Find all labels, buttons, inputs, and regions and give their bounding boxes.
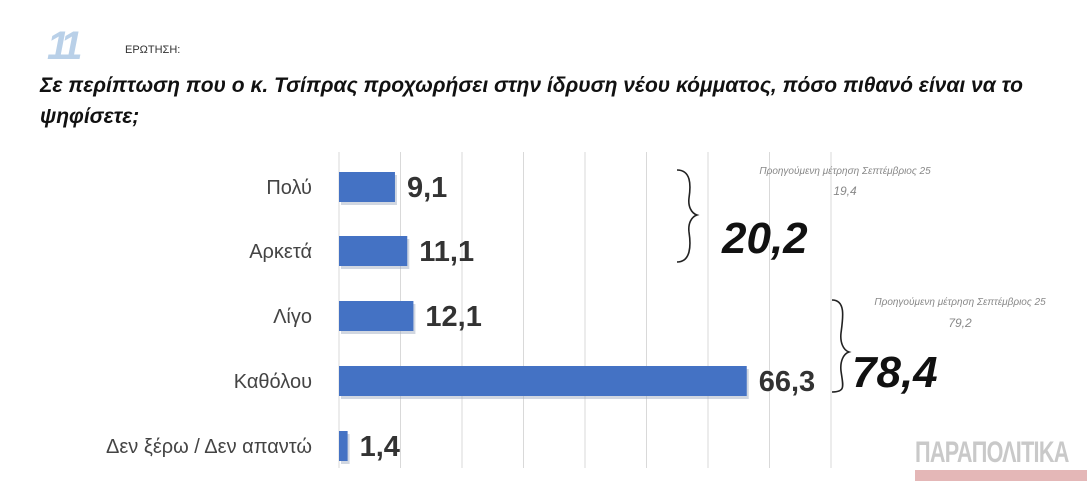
group-brace-1 — [676, 169, 700, 263]
chart-grid — [338, 152, 832, 468]
bar — [339, 431, 348, 461]
value-label: 12,1 — [425, 301, 481, 333]
bar — [339, 366, 747, 396]
value-label: 1,4 — [360, 431, 400, 463]
category-label: Καθόλου — [234, 371, 312, 393]
question-label: ΕΡΩΤΗΣΗ: — [125, 44, 181, 56]
brand-logo-bar — [915, 470, 1087, 481]
category-label: Δεν ξέρω / Δεν απαντώ — [106, 436, 312, 458]
previous-measure-value-2: 79,2 — [948, 316, 972, 330]
previous-measure-label-2: Προηγούμενη μέτρηση Σεπτέμβριος 25 — [874, 296, 1046, 308]
bar — [339, 172, 395, 202]
value-label: 66,3 — [759, 366, 815, 398]
previous-measure-label-1: Προηγούμενη μέτρηση Σεπτέμβριος 25 — [759, 165, 931, 177]
group-total-1: 20,2 — [721, 214, 808, 263]
chart-bars — [339, 172, 749, 464]
group-brace-2 — [831, 299, 852, 393]
category-label: Λίγο — [273, 306, 312, 328]
question-text: Σε περίπτωση που ο κ. Τσίπρας προχωρήσει… — [40, 74, 1024, 128]
group-total-2: 78,4 — [852, 348, 938, 397]
value-label: 9,1 — [407, 172, 447, 204]
brand-logo: ΠΑΡΑΠΟΛΙΤΙΚΑ — [915, 436, 1069, 469]
value-labels: 9,1 11,1 12,1 66,3 1,4 — [360, 172, 816, 463]
bar — [339, 236, 408, 266]
category-labels: Πολύ Αρκετά Λίγο Καθόλου Δεν ξέρω / Δεν απαν… — [106, 177, 312, 458]
previous-measure-value-1: 19,4 — [833, 184, 857, 198]
category-label: Πολύ — [266, 177, 312, 199]
bar — [339, 301, 414, 331]
value-label: 11,1 — [419, 236, 474, 268]
category-label: Αρκετά — [249, 241, 312, 263]
